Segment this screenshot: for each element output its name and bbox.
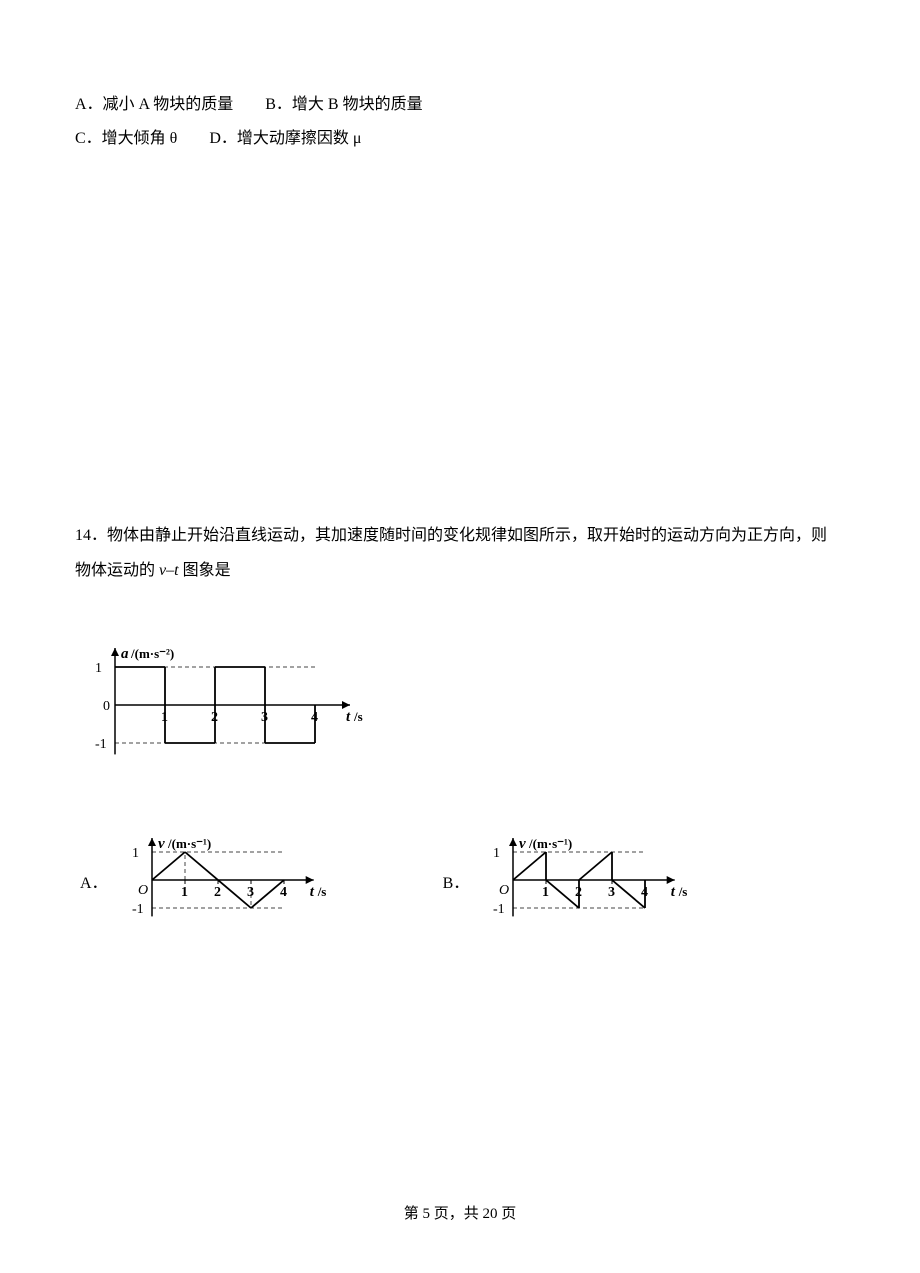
svg-text:a: a [121, 646, 129, 662]
chart-a-svg: -1 1 O 1 2 3 4 v/(m·s⁻¹) t/s [118, 818, 338, 943]
svg-text:/(m·s⁻²): /(m·s⁻²) [130, 646, 174, 661]
svg-text:v: v [519, 836, 526, 852]
page-footer: 第 5 页，共 20 页 [0, 1202, 920, 1223]
svg-text:0: 0 [103, 699, 110, 714]
question-14: 14．物体由静止开始沿直线运动，其加速度随时间的变化规律如图所示，取开始时的运动… [75, 518, 845, 588]
svg-text:-1: -1 [95, 737, 107, 752]
svg-text:2: 2 [575, 885, 582, 900]
main-at-chart: -1 0 1 1 2 3 4 a/(m·s⁻²) t/s [75, 623, 845, 788]
option-a-block: A． -1 1 O 1 2 3 4 v/(m·s⁻¹) t/s [75, 818, 338, 943]
svg-text:/(m·s⁻¹): /(m·s⁻¹) [528, 836, 572, 851]
option-d: D．增大动摩擦因数 μ [209, 124, 361, 148]
svg-text:-1: -1 [493, 902, 505, 917]
svg-text:/s: /s [353, 709, 363, 724]
svg-text:/(m·s⁻¹): /(m·s⁻¹) [167, 836, 211, 851]
svg-text:/s: /s [678, 884, 688, 899]
option-b-label: B． [443, 869, 470, 893]
svg-text:v: v [158, 836, 165, 852]
svg-text:O: O [138, 883, 148, 898]
svg-text:1: 1 [542, 885, 549, 900]
option-a: A．减小 A 物块的质量 [75, 90, 233, 114]
q13-row2: C．增大倾角 θ D．增大动摩擦因数 μ [75, 124, 845, 148]
svg-text:3: 3 [261, 710, 268, 725]
chart-b-svg: -1 1 O 1 2 3 4 v/(m·s⁻¹) t/s [479, 818, 699, 943]
q14-text4: 图象是 [179, 562, 231, 579]
svg-text:4: 4 [641, 885, 648, 900]
option-b-block: B． -1 1 O 1 2 3 4 v/(m·s⁻¹) t/s [438, 818, 700, 943]
q14-var: v–t [159, 562, 179, 579]
svg-text:4: 4 [311, 710, 318, 725]
svg-text:4: 4 [280, 885, 287, 900]
option-c: C．增大倾角 θ [75, 124, 177, 148]
svg-text:1: 1 [161, 710, 168, 725]
svg-text:-1: -1 [132, 902, 144, 917]
q14-text1: 物体由静止开始沿直线运动，其加速度随时间的变化规律如图所示，取开始时的运动方向为… [107, 527, 827, 544]
svg-text:3: 3 [247, 885, 254, 900]
option-a-label: A． [80, 869, 108, 893]
q13-row1: A．减小 A 物块的质量 B．增大 B 物块的质量 [75, 90, 845, 114]
svg-text:t: t [346, 709, 351, 725]
svg-text:1: 1 [493, 846, 500, 861]
option-b: B．增大 B 物块的质量 [265, 90, 422, 114]
svg-text:/s: /s [316, 884, 326, 899]
svg-text:1: 1 [95, 661, 102, 676]
answer-options-row: A． -11O1234v/(m·s⁻¹)t/s B． -11O1234v/(m·… [75, 818, 845, 943]
svg-text:2: 2 [214, 885, 221, 900]
svg-text:2: 2 [211, 710, 218, 725]
svg-text:1: 1 [132, 846, 139, 861]
at-chart-svg: -1 0 1 1 2 3 4 a/(m·s⁻²) t/s [75, 623, 375, 788]
q14-number: 14． [75, 527, 107, 544]
svg-text:O: O [499, 883, 509, 898]
svg-text:t: t [309, 884, 314, 900]
svg-text:1: 1 [181, 885, 188, 900]
svg-text:t: t [671, 884, 676, 900]
q14-text2: 物体运动的 [75, 562, 159, 579]
svg-text:3: 3 [608, 885, 615, 900]
